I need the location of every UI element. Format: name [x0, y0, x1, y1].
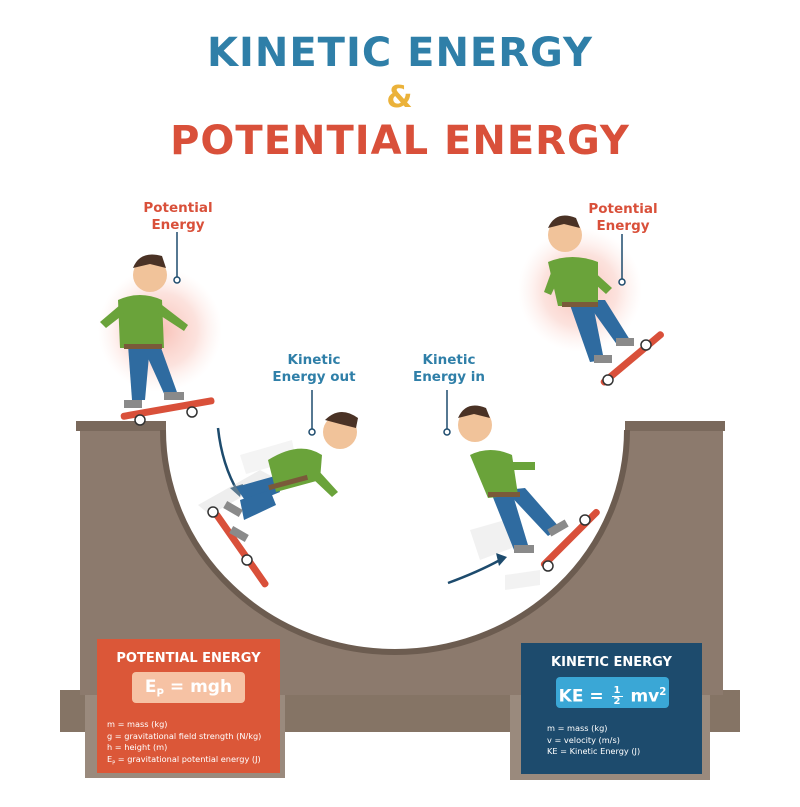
- ramp-left-coping: [76, 421, 166, 431]
- ke-definitions: m = mass (kg) v = velocity (m/s) KE = Ki…: [547, 723, 641, 756]
- potential-energy-card: POTENTIAL ENERGY EP = mgh m = mass (kg) …: [97, 639, 280, 773]
- label-kinetic-energy-in: Kinetic Energy in: [412, 352, 486, 385]
- pe-definitions: m = mass (kg) g = gravitational field st…: [107, 719, 262, 767]
- label-potential-energy-left: Potential Energy: [143, 200, 213, 233]
- pe-formula: EP = mgh: [132, 672, 245, 703]
- ramp-right-coping: [625, 421, 725, 431]
- motion-arrow: [447, 553, 507, 585]
- title-kinetic-energy: KINETIC ENERGY: [207, 30, 593, 76]
- title-ampersand: &: [386, 80, 414, 115]
- label-potential-energy-right: Potential Energy: [588, 201, 658, 234]
- ke-card-title: KINETIC ENERGY: [551, 655, 672, 670]
- pe-card-title: POTENTIAL ENERGY: [116, 651, 261, 666]
- label-kinetic-energy-out: Kinetic Energy out: [272, 352, 356, 385]
- ramp-curve-edge: [160, 429, 630, 655]
- skater-figure: [100, 254, 215, 426]
- skater-figure: [544, 215, 664, 386]
- title-potential-energy: POTENTIAL ENERGY: [170, 118, 630, 164]
- skater-figure: [458, 405, 600, 590]
- halfpipe-ramp: [80, 425, 723, 695]
- skater-figure: [198, 411, 358, 588]
